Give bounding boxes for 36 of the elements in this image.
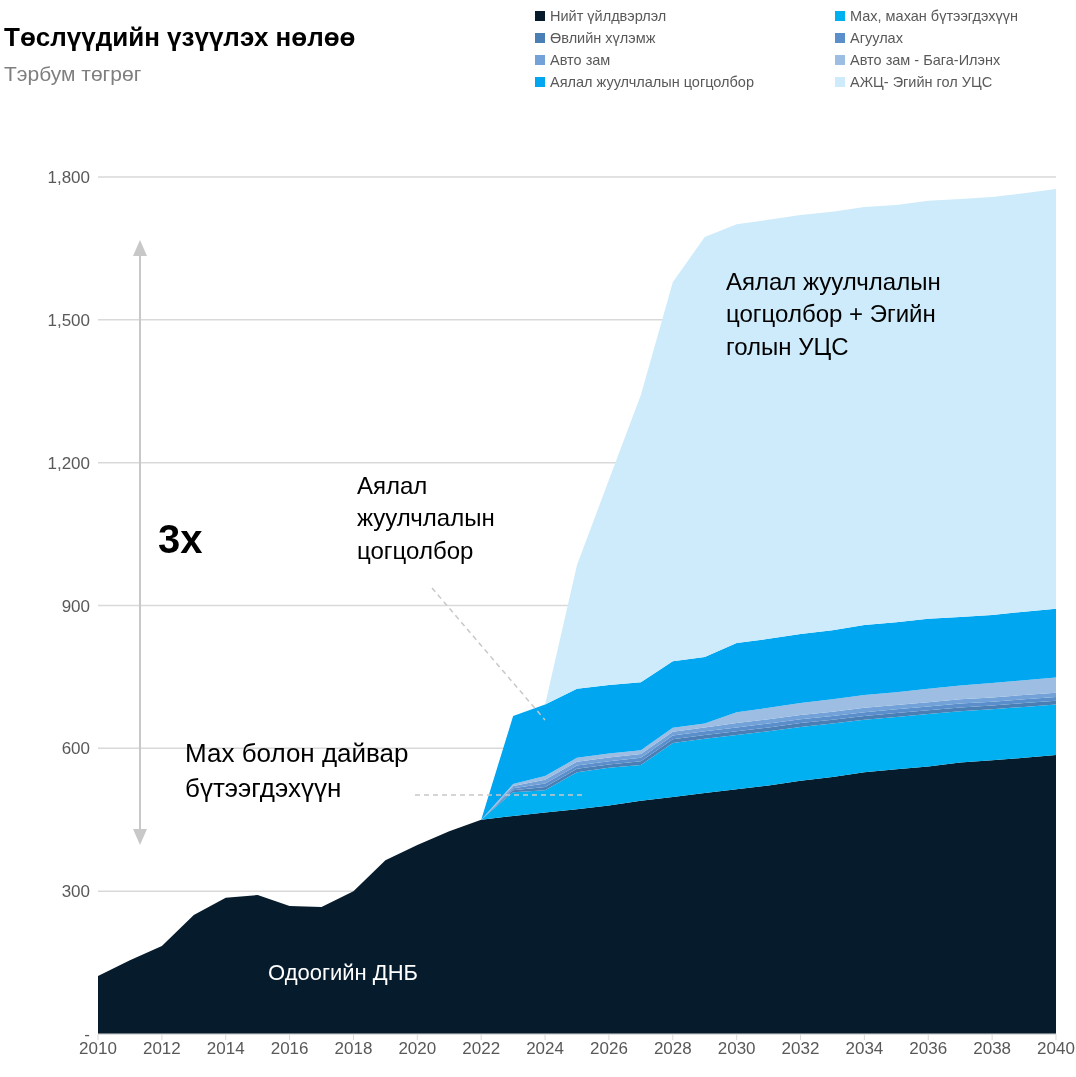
legend-label: Агуулах [850, 30, 903, 46]
x-tick-label: 2028 [653, 1039, 692, 1059]
annotation: 3x [158, 516, 204, 563]
y-tick-label: 1,800 [47, 168, 90, 188]
y-tick-label: 900 [61, 596, 90, 616]
y-tick-label: 300 [61, 882, 90, 902]
x-tick-label: 2016 [270, 1039, 309, 1059]
x-tick-label: 2040 [1037, 1039, 1075, 1059]
x-tick-label: 2034 [845, 1039, 884, 1059]
y-tick-label: 600 [61, 739, 90, 759]
x-tick-label: 2026 [590, 1039, 628, 1059]
legend-label: АЖЦ- Эгийн гол УЦС [850, 74, 993, 90]
x-tick-label: 2022 [462, 1039, 501, 1059]
x-tick-label: 2036 [909, 1039, 948, 1059]
annotation: Мах болон дайвар бүтээгдэхүүн [185, 737, 410, 806]
legend-label: Авто зам - Бага-Илэнх [850, 52, 1001, 68]
x-tick-label: 2030 [717, 1039, 756, 1059]
annotation: Аялал жуулчлалын цогцолбор + Эгийн голын УЦС [726, 267, 942, 362]
legend-label: Мах, махан бүтээгдэхүүн [850, 8, 1019, 24]
legend-label: Авто зам [550, 52, 611, 68]
x-tick-label: 2024 [526, 1039, 564, 1059]
annotation: Одоогийн ДНБ [268, 959, 420, 987]
x-tick-label: 2012 [142, 1039, 181, 1059]
annotation: Аялал жуулчлалын цогцолбор [357, 471, 496, 566]
x-tick-label: 2032 [781, 1039, 820, 1059]
x-tick-label: 2038 [973, 1039, 1012, 1059]
chart-subtitle: Тэрбум төгрөг [4, 62, 142, 86]
legend-label: Нийт үйлдвэрлэл [550, 8, 667, 24]
x-tick-label: 2020 [398, 1039, 437, 1059]
legend-label: Өвлийн хүлэмж [550, 30, 656, 46]
legend-label: Аялал жуулчлалын цогцолбор [550, 74, 754, 90]
y-tick-label: 1,500 [47, 310, 90, 330]
x-tick-label: 2018 [334, 1039, 373, 1059]
x-tick-label: 2014 [206, 1039, 245, 1059]
y-tick-label: 1,200 [47, 453, 90, 473]
chart-title: Төслүүдийн үзүүлэх нөлөө [4, 22, 356, 53]
